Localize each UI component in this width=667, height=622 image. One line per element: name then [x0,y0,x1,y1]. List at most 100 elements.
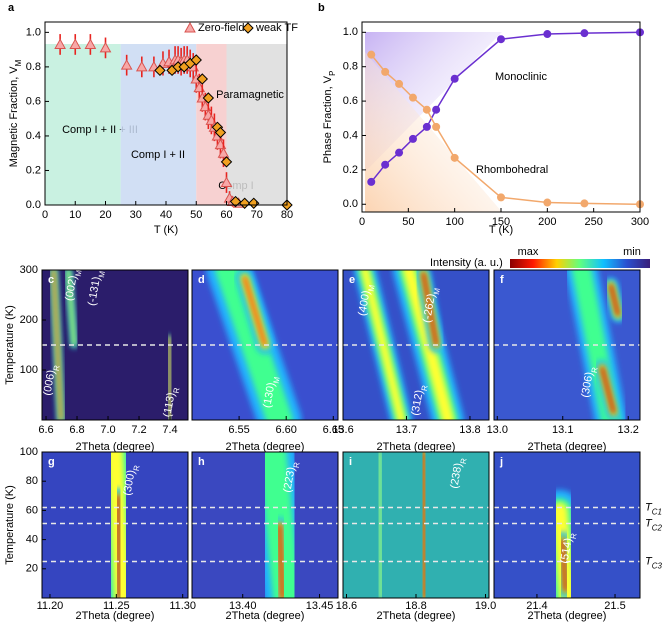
intensity-streak [378,452,383,598]
temperature-label: TC2 [645,517,662,532]
region [226,44,287,205]
y-tick-label: 0.4 [26,130,41,142]
plot-frame [493,451,641,599]
legend-marker [242,22,254,34]
marker [238,197,251,209]
marker [214,126,227,139]
peak-label-sub: R [291,461,301,468]
plot-frame [44,21,288,206]
x-tick-label: 11.20 [37,600,64,612]
y-axis-label: Temperature (K) [4,305,16,384]
temperature-label-sub: C1 [652,507,662,516]
plot-frame [342,451,490,599]
x-axis-label: T (K) [154,224,178,236]
peak-label-sub: M [366,284,376,292]
y-axis-label: Magnetic Fraction, VM [8,60,23,167]
peak-label-sub: R [458,457,468,464]
point [367,177,376,186]
peak-label-sub: M [271,376,281,384]
intensity-streak [116,494,121,598]
point [497,35,505,44]
x-axis-label: 2Theta (degree) [226,441,305,453]
series-label: Monoclinic [495,71,547,83]
shade [365,52,502,212]
x-tick-label: 50 [190,209,202,221]
point [543,198,552,207]
point [367,50,376,59]
x-tick-label: 6.8 [69,424,84,436]
heatmap [192,452,338,598]
region-label: Paramagnetic [216,89,284,101]
plot-frame [41,451,189,599]
peak-label-main: (312) [409,389,425,416]
peak-label-sub: M [432,287,442,295]
x-tick-label: 80 [281,209,293,221]
colorbar [510,259,650,268]
x-axis-label: 2Theta (degree) [377,441,456,453]
peak-label-main: (-131) [86,276,103,307]
peak-label: (130)M [261,375,281,409]
marker [196,73,209,85]
temperature-label-main: T [645,517,653,529]
y-tick-label: 100 [20,446,38,458]
legend-label: weak TF [255,22,298,34]
x-tick-label: 11.30 [169,600,196,612]
x-tick-label: 6.55 [228,424,249,436]
point [408,93,417,102]
point [450,153,459,162]
plot-frame [361,21,641,213]
colorbar-max: max [518,246,539,258]
heatmap [42,452,188,598]
y-axis-label-main: Phase Fraction, V [322,75,334,163]
peak-label-main: (113) [161,392,177,419]
point [381,67,390,76]
x-tick-label: 7.2 [131,424,146,436]
x-tick-label: 11.25 [103,600,130,612]
x-tick-label: 13.0 [487,424,508,436]
panel-letter: g [48,456,55,468]
point [497,193,505,202]
x-tick-label: 13.1 [552,424,573,436]
temperature-label-sub: C2 [652,523,663,532]
peak-label-sub: R [131,464,141,471]
x-tick-label: 40 [160,209,172,221]
y-tick-label: 1.0 [26,26,41,38]
x-tick-label: 18.8 [405,600,426,612]
x-tick-label: 18.6 [336,600,357,612]
x-tick-label: 13.7 [396,424,417,436]
x-tick-label: 13.45 [306,600,334,612]
peak-label: (514)R [558,531,578,565]
y-tick-label: 0.8 [26,61,41,73]
peak-label: (312)R [409,383,429,417]
point [395,79,404,88]
heatmap [343,452,489,598]
y-axis-label-sub: P [328,71,337,76]
x-tick-label: 13.8 [459,424,480,436]
x-tick-label: 21.4 [526,600,547,612]
region-label: Comp I + II + III [62,124,138,136]
panel-letter: j [499,456,503,468]
peak-label: (113)R [161,386,181,419]
plot-frame [342,269,490,421]
intensity-streak [168,336,172,420]
peak-label-sub: R [419,384,429,391]
y-tick-label: 0.6 [343,95,358,107]
y-tick-label: 0.2 [343,164,358,176]
region [45,44,121,205]
y-tick-label: 200 [20,314,38,326]
x-tick-label: 100 [445,216,463,228]
x-tick-label: 10 [69,209,81,221]
x-tick-label: 150 [492,216,510,228]
point [422,122,431,131]
x-axis-label: 2Theta (degree) [76,610,155,622]
point [432,122,441,131]
marker [220,176,233,188]
y-tick-label: 300 [20,264,38,276]
point [580,199,589,208]
x-tick-label: 13.2 [618,424,639,436]
peak-label-main: (002) [63,275,79,302]
peak-label-main: (-262) [421,293,438,324]
marker [202,92,215,104]
point [395,148,404,157]
intensity-streak [278,524,284,598]
